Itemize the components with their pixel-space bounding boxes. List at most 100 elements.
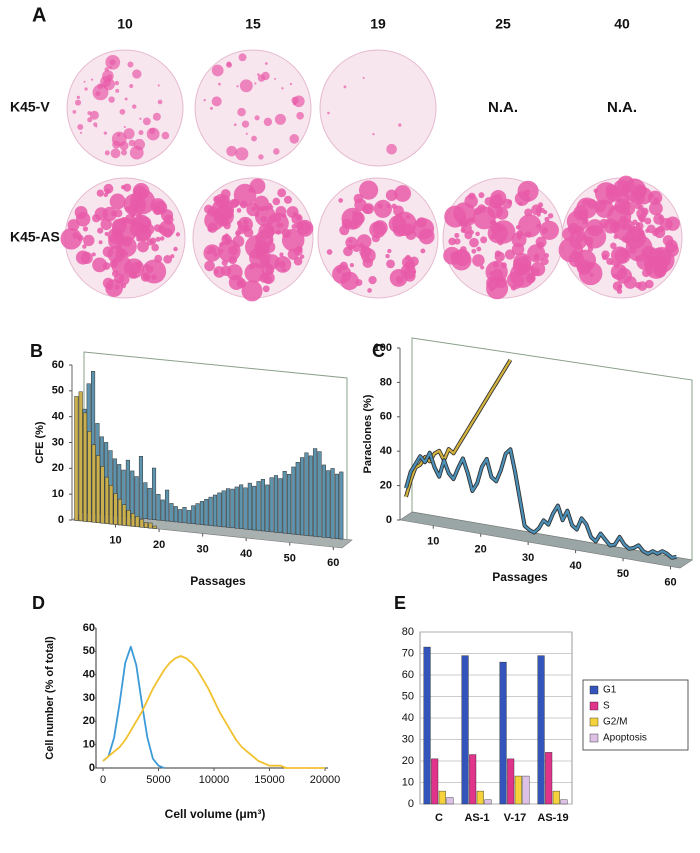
- colony: [157, 84, 160, 87]
- legend-label: G1: [603, 685, 617, 696]
- colony: [610, 260, 616, 266]
- colony: [108, 96, 115, 103]
- x-axis-label: Cell volume (μm³): [165, 807, 266, 821]
- not-available: N.A.: [488, 99, 518, 116]
- colony: [92, 257, 108, 273]
- legend-swatch: [589, 717, 599, 727]
- colony: [657, 225, 664, 233]
- bar: [186, 510, 191, 524]
- bar: [286, 474, 292, 534]
- colony: [127, 61, 134, 68]
- bar: [143, 522, 149, 528]
- bar: [178, 509, 183, 523]
- colony: [493, 202, 500, 209]
- colony: [518, 214, 542, 238]
- bar: [273, 475, 279, 533]
- bar: [151, 467, 157, 520]
- colony: [630, 190, 645, 205]
- colony: [416, 217, 427, 228]
- colony: [501, 262, 507, 268]
- bar: [507, 758, 515, 805]
- column-label: 19: [370, 16, 386, 32]
- colony: [274, 113, 286, 125]
- y-tick-label: 20: [402, 755, 414, 767]
- bar: [208, 496, 213, 526]
- colony: [575, 234, 584, 243]
- colony: [297, 248, 302, 253]
- colony: [157, 99, 163, 105]
- colony: [109, 259, 118, 268]
- y-tick-label: 0: [58, 514, 64, 526]
- bar: [126, 510, 131, 527]
- x-axis-label: Passages: [492, 570, 548, 584]
- x-tick-label: 40: [240, 548, 252, 560]
- colony: [254, 82, 257, 85]
- bar: [226, 488, 231, 528]
- bar: [74, 396, 79, 521]
- colony: [477, 204, 487, 214]
- colony: [628, 245, 637, 254]
- bar: [104, 476, 109, 524]
- colony: [236, 85, 239, 88]
- colony: [104, 150, 110, 156]
- bar: [545, 752, 553, 805]
- colony: [123, 193, 147, 216]
- colony: [336, 267, 343, 274]
- bar: [300, 457, 305, 536]
- panel-letter: D: [32, 593, 45, 613]
- legend-label: Apoptosis: [603, 733, 647, 744]
- bar: [91, 444, 96, 523]
- colony: [204, 204, 214, 214]
- colony: [536, 223, 542, 229]
- colony: [605, 185, 622, 202]
- row-label: K45-V: [10, 99, 50, 115]
- colony: [147, 221, 152, 226]
- series-line: [404, 448, 677, 559]
- colony: [123, 183, 132, 192]
- colony: [244, 262, 265, 283]
- colony: [133, 138, 146, 151]
- bar: [461, 655, 469, 805]
- colony: [207, 226, 214, 232]
- colony: [386, 143, 397, 155]
- bar: [182, 507, 187, 524]
- bar: [469, 754, 477, 805]
- y-tick-label: 0: [89, 762, 95, 774]
- colony: [295, 215, 302, 221]
- colony: [224, 233, 229, 238]
- colony: [123, 128, 135, 140]
- colony: [644, 217, 652, 225]
- y-tick-label: 40: [402, 712, 414, 724]
- colony: [518, 201, 523, 206]
- legend-box: [582, 679, 689, 751]
- colony: [116, 236, 137, 257]
- column-label: 25: [495, 16, 511, 32]
- series-line: [102, 645, 165, 769]
- bar: [256, 481, 261, 531]
- colony: [238, 53, 247, 62]
- colony: [484, 197, 494, 206]
- row-label: K45-AS: [10, 229, 60, 245]
- colony: [511, 232, 527, 248]
- colony: [418, 228, 435, 245]
- colony: [499, 277, 506, 283]
- y-tick-label: 10: [402, 776, 414, 788]
- colony: [391, 203, 397, 209]
- colony: [118, 274, 130, 285]
- colony: [566, 210, 589, 233]
- colony: [111, 218, 127, 234]
- colony: [273, 148, 280, 155]
- colony: [420, 248, 426, 254]
- x-tick-label: AS-1: [464, 812, 489, 824]
- colony: [262, 285, 270, 293]
- colony: [72, 232, 79, 239]
- bar: [195, 503, 200, 525]
- colony: [522, 190, 530, 197]
- bar: [134, 476, 139, 519]
- colony: [544, 216, 550, 222]
- bar: [191, 505, 196, 524]
- colony: [525, 231, 532, 238]
- colony: [495, 207, 509, 220]
- colony: [279, 252, 284, 257]
- colony: [110, 148, 121, 159]
